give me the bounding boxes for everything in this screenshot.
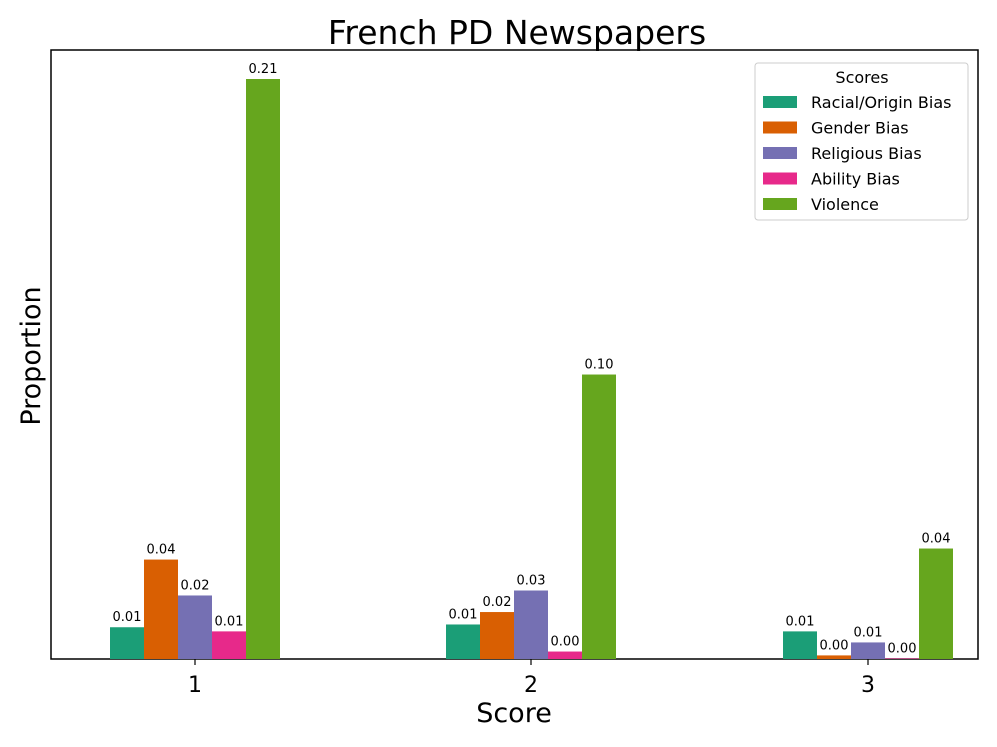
legend-swatch	[763, 198, 797, 210]
legend-swatch	[763, 96, 797, 108]
legend-box	[754, 62, 969, 221]
legend-label: Gender Bias	[811, 119, 909, 138]
legend-swatch	[763, 121, 797, 134]
bar-value-label: 0.01	[113, 610, 142, 625]
bar-value-label: 0.10	[585, 358, 614, 373]
bar-value-label: 0.00	[551, 635, 580, 650]
bar	[851, 642, 885, 659]
bar	[919, 548, 953, 659]
legend-title: Scores	[835, 68, 888, 87]
bar	[514, 590, 548, 659]
bar	[783, 631, 817, 659]
bar	[885, 658, 919, 659]
x-axis-label: Score	[476, 698, 552, 729]
bar-value-labels: 0.01 0.01 0.01 0.04 0.02 0.00 0.02 0.03 0.01 0.01…	[113, 62, 951, 656]
bar-value-label: 0.04	[922, 532, 951, 547]
bar-value-label: 0.03	[517, 574, 546, 589]
bar	[246, 79, 280, 659]
legend-swatch	[763, 172, 797, 185]
x-axis-ticks: 1 2 3	[188, 659, 875, 698]
legend-swatch	[763, 147, 797, 159]
bar-value-label: 0.04	[147, 543, 176, 558]
bar	[212, 631, 246, 659]
legend-label: Violence	[811, 195, 879, 214]
bar-value-label: 0.00	[820, 638, 849, 653]
bar-value-label: 0.01	[449, 607, 478, 622]
bar	[446, 624, 480, 659]
bar	[178, 595, 212, 659]
bar	[110, 627, 144, 659]
bars	[110, 79, 953, 659]
legend-label: Ability Bias	[811, 170, 900, 189]
legend: Scores Racial/Origin Bias Gender Bias Reli…	[754, 62, 969, 221]
bar-value-label: 0.01	[854, 625, 883, 640]
legend-items: Racial/Origin Bias Gender Bias Religious B…	[763, 93, 951, 214]
chart-title: French PD Newspapers	[328, 13, 706, 52]
x-tick-label: 3	[861, 673, 875, 698]
bar	[480, 612, 514, 659]
bar-value-label: 0.21	[249, 62, 278, 77]
bar-value-label: 0.02	[483, 595, 512, 610]
bar-value-label: 0.01	[215, 614, 244, 629]
x-tick-label: 1	[188, 673, 202, 698]
bar	[817, 655, 851, 659]
x-tick-label: 2	[524, 673, 538, 698]
bar-value-label: 0.02	[181, 578, 210, 593]
legend-label: Religious Bias	[811, 144, 922, 163]
y-axis-label: Proportion	[16, 286, 47, 425]
bar	[582, 374, 616, 659]
legend-label: Racial/Origin Bias	[811, 93, 951, 112]
bar-value-label: 0.01	[786, 614, 815, 629]
bar-value-label: 0.00	[888, 641, 917, 656]
bar	[548, 651, 582, 659]
bar	[144, 559, 178, 659]
